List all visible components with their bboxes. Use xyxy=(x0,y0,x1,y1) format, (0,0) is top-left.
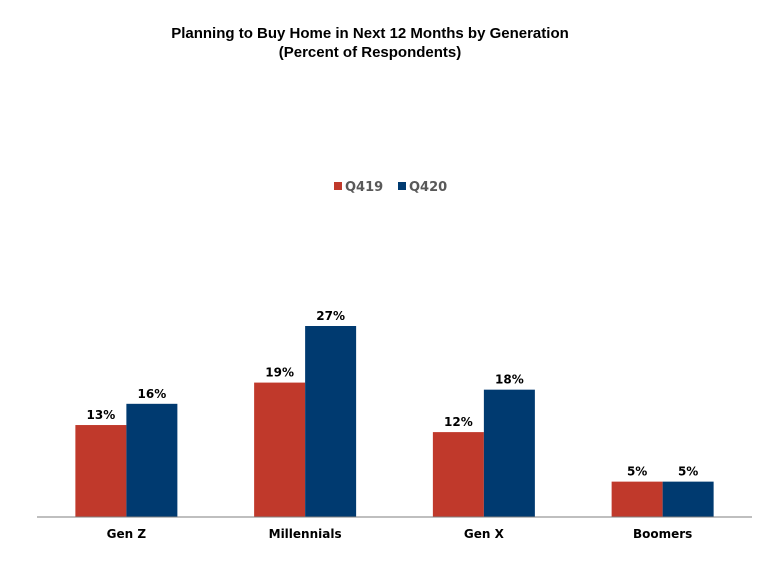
data-label-q420-millennials: 27% xyxy=(316,309,345,323)
data-label-q419-gen-x: 12% xyxy=(444,415,473,429)
bar-q419-gen-x xyxy=(432,432,484,517)
category-label-gen-x: Gen X xyxy=(464,527,505,541)
data-label-q419-gen-z: 13% xyxy=(87,408,116,422)
data-label-q419-millennials: 19% xyxy=(265,366,294,380)
data-label-q419-boomers: 5% xyxy=(627,465,647,479)
data-label-q420-gen-z: 16% xyxy=(138,387,167,401)
bar-q419-millennials xyxy=(254,382,306,517)
bar-q419-gen-z xyxy=(75,425,127,517)
legend-label-q419: Q419 xyxy=(345,180,383,195)
legend-item-q419: Q419 xyxy=(334,180,383,195)
legend-label-q420: Q420 xyxy=(409,180,447,195)
data-label-q420-boomers: 5% xyxy=(678,465,698,479)
legend: Q419 Q420 xyxy=(334,180,447,195)
bar-q420-millennials xyxy=(305,326,357,517)
legend-swatch-q420 xyxy=(398,182,406,190)
legend-item-q420: Q420 xyxy=(398,180,447,195)
data-labels-group: 13% 16% 19% 27% 12% 18% 5% 5% xyxy=(87,309,699,479)
chart-subtitle: (Percent of Respondents) xyxy=(278,44,462,61)
category-label-millennials: Millennials xyxy=(269,527,342,541)
bar-q420-boomers xyxy=(662,481,714,517)
bars-group xyxy=(75,326,714,517)
bar-q420-gen-x xyxy=(483,389,535,517)
bar-q419-boomers xyxy=(611,481,663,517)
bar-q420-gen-z xyxy=(126,403,178,517)
chart-title-block: Planning to Buy Home in Next 12 Months b… xyxy=(0,24,740,62)
chart-title: Planning to Buy Home in Next 12 Months b… xyxy=(171,25,569,42)
data-label-q420-gen-x: 18% xyxy=(495,373,524,387)
category-labels-group: Gen Z Millennials Gen X Boomers xyxy=(107,527,693,541)
category-label-boomers: Boomers xyxy=(633,527,692,541)
category-label-gen-z: Gen Z xyxy=(107,527,147,541)
legend-swatch-q419 xyxy=(334,182,342,190)
